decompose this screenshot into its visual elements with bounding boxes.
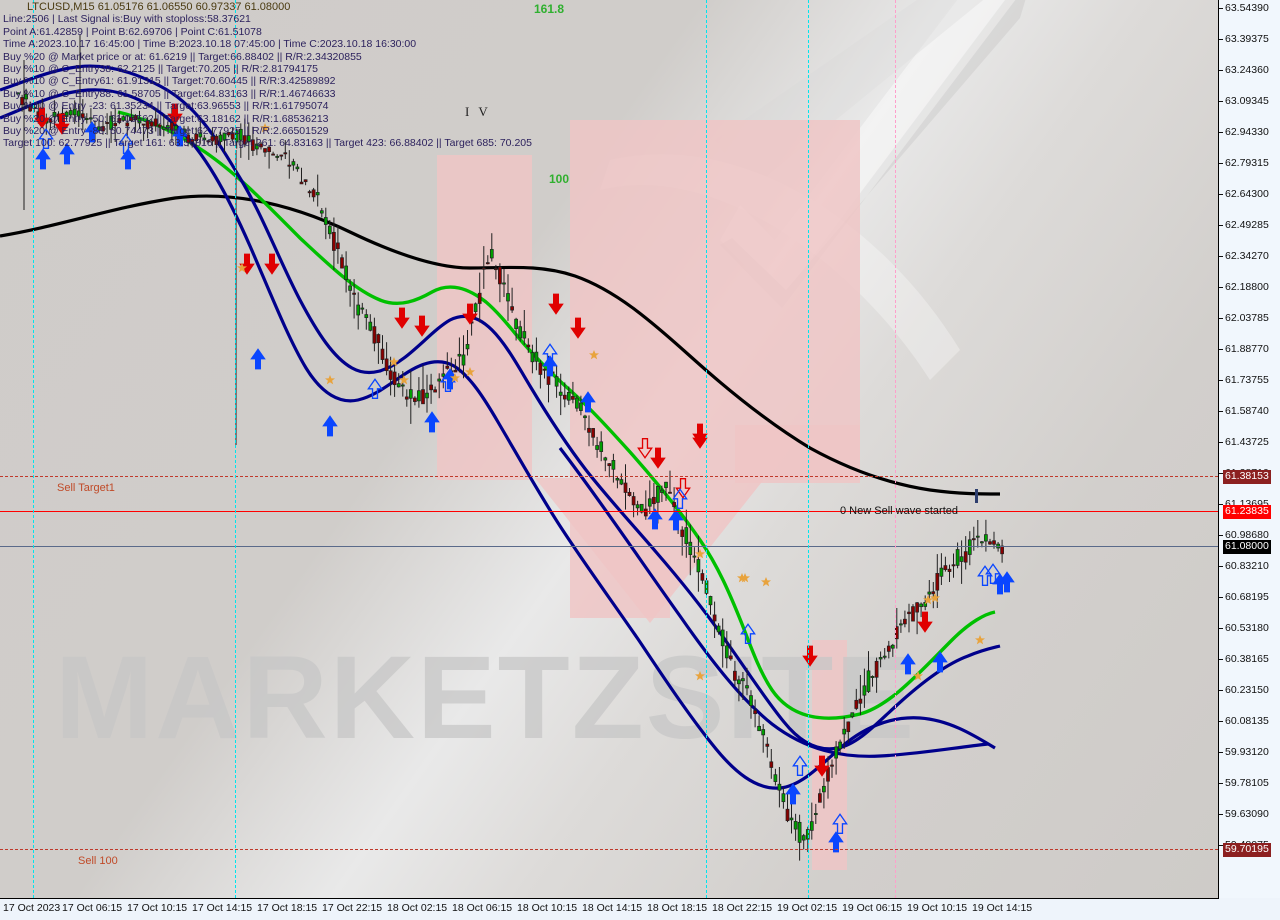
time-tick: 18 Oct 06:15	[452, 902, 513, 914]
time-tick: 17 Oct 18:15	[257, 902, 318, 914]
time-tick: 17 Oct 10:15	[127, 902, 188, 914]
time-tick: 18 Oct 18:15	[647, 902, 708, 914]
symbol-ohlc-header: LTCUSD,M15 61.05176 61.06550 60.97337 61…	[27, 1, 291, 13]
session-line-1	[33, 0, 34, 898]
fib-100-label: 100	[549, 172, 570, 186]
last-bar-tick	[975, 489, 978, 503]
ma-slow-line	[0, 194, 1001, 496]
info-line-3: Buy %20 @ Market price or at: 61.6219 ||…	[3, 50, 362, 63]
info-line-2: Time A:2023.10.17 16:45:00 | Time B:2023…	[3, 38, 417, 51]
signal-markers	[34, 103, 1015, 853]
info-line-4: Buy %10 @ C_Entry38: 62.2125 || Target:7…	[3, 63, 318, 76]
price-marker-new-sell-wave: 61.23835	[1223, 505, 1271, 519]
price-marker-last-price: 61.08000	[1223, 540, 1271, 554]
sell-100-label: Sell 100	[78, 855, 118, 867]
fib-161-label: 161.8	[534, 2, 565, 16]
info-line-6: Buy %10 @ C_Entry88: 61.58705 || Target:…	[3, 87, 336, 100]
pink-zone-right	[735, 425, 860, 483]
entry-line-pink	[895, 0, 896, 898]
time-tick: 19 Oct 06:15	[842, 902, 903, 914]
info-line-0: Line:2506 | Last Signal is:Buy with stop…	[3, 13, 251, 26]
info-line-1: Point A:61.42859 | Point B:62.69706 | Po…	[3, 25, 262, 38]
price-scale[interactable]: 63.54390 63.39375 63.24360 63.09345 62.94330…	[1219, 0, 1280, 898]
sell-target1-line	[0, 476, 1218, 477]
sell-target1-label: Sell Target1	[57, 482, 115, 494]
sell-100-line	[0, 849, 1218, 850]
wave-degree-label: I V	[465, 104, 491, 119]
time-tick: 19 Oct 14:15	[972, 902, 1033, 914]
time-scale[interactable]: 17 Oct 2023 17 Oct 06:15 17 Oct 10:15 17 Oc…	[0, 899, 1280, 920]
info-line-10: Target 100: 62.77925 || Target 161: 63.5…	[3, 137, 532, 150]
info-line-9: Buy %20 @ Entry -88: 60.74473 || Target:…	[3, 125, 329, 138]
price-marker-sell-100: 59.70195	[1223, 843, 1271, 857]
time-tick: 18 Oct 22:15	[712, 902, 773, 914]
session-line-3	[706, 0, 707, 898]
session-line-2	[235, 0, 236, 898]
time-tick: 17 Oct 14:15	[192, 902, 253, 914]
ma-mid-line-3	[558, 447, 989, 758]
new-sell-wave-label: 0 New Sell wave started	[840, 505, 958, 517]
time-tick: 17 Oct 06:15	[62, 902, 123, 914]
chart-plot-area[interactable]: MARKETZSITE Sell Target1	[0, 0, 1219, 899]
time-tick: 18 Oct 14:15	[582, 902, 643, 914]
info-line-5: Buy %10 @ C_Entry61: 61.91315 || Target:…	[3, 75, 336, 88]
last-price-line	[0, 546, 1218, 547]
time-tick: 19 Oct 02:15	[777, 902, 838, 914]
time-tick: 18 Oct 10:15	[517, 902, 578, 914]
info-line-8: Buy %20 @ Entry -50: 61.09562 || Target:…	[3, 112, 329, 125]
info-line-7: Buy %10 @ Entry -23: 61.35234 || Target:…	[3, 100, 329, 113]
price-marker-sell-target1: 61.38153	[1223, 470, 1271, 484]
new-sell-wave-line	[0, 511, 1218, 512]
time-tick: 17 Oct 22:15	[322, 902, 383, 914]
chart-info-panel: LTCUSD,M15 61.05176 61.06550 60.97337 61…	[3, 1, 532, 150]
time-tick: 17 Oct 2023	[3, 902, 61, 914]
time-tick: 18 Oct 02:15	[387, 902, 448, 914]
pink-arrow-shaft-2	[570, 120, 860, 480]
time-tick: 19 Oct 10:15	[907, 902, 968, 914]
ma-mid-line-2	[0, 88, 996, 790]
session-line-4	[808, 0, 809, 898]
site-watermark: MARKETZSITE	[55, 632, 917, 764]
